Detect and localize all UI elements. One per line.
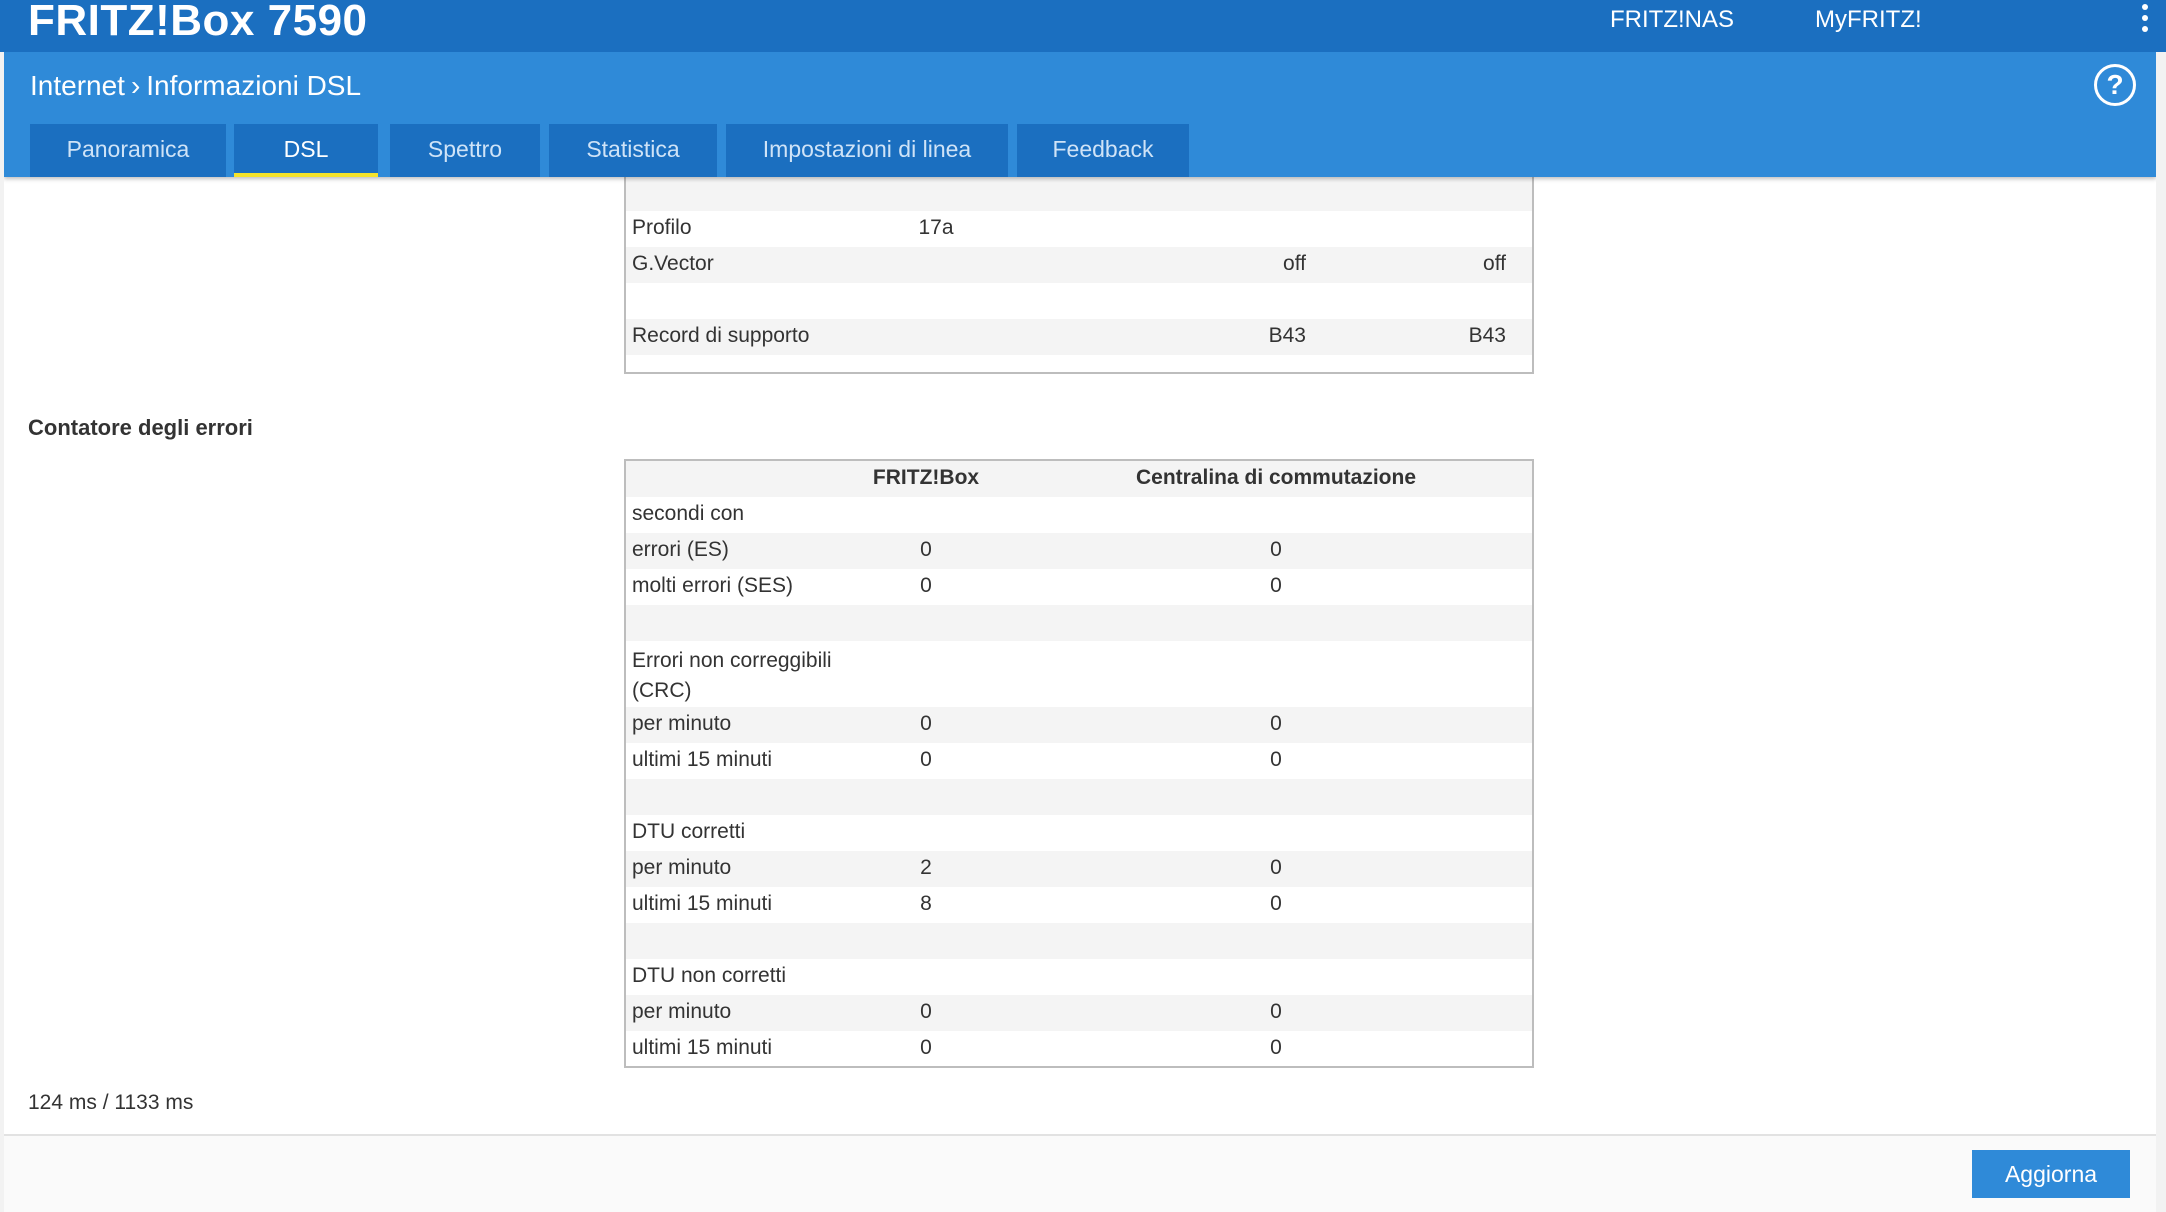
table-row <box>626 923 1532 959</box>
main-page: Internet › Informazioni DSL ? Panoramica D… <box>4 52 2156 1212</box>
table-row: Record di supporto B43 B43 <box>626 319 1532 355</box>
table-header-row: FRITZ!Box Centralina di commutazione <box>626 461 1532 497</box>
page-header: Internet › Informazioni DSL ? Panoramica D… <box>4 52 2156 177</box>
tab-impostazioni-di-linea[interactable]: Impostazioni di linea <box>726 124 1008 177</box>
load-timing: 124 ms / 1133 ms <box>28 1091 194 1114</box>
table-row: ultimi 15 minuti 8 0 <box>632 892 1282 915</box>
table-row <box>626 779 1532 815</box>
error-counter-table: FRITZ!Box Centralina di commutazione sec… <box>624 459 1534 1068</box>
tab-feedback[interactable]: Feedback <box>1017 124 1189 177</box>
breadcrumb-current: Informazioni DSL <box>146 70 362 101</box>
table-row <box>626 605 1532 641</box>
breadcrumb-internet[interactable]: Internet <box>30 70 125 101</box>
tab-dsl[interactable]: DSL <box>234 124 378 177</box>
table-row: ultimi 15 minuti 0 0 <box>632 748 1282 771</box>
table-row: secondi con <box>632 502 745 525</box>
table-row <box>626 283 1532 319</box>
top-bar: FRITZ!Box 7590 FRITZ!NAS MyFRITZ! <box>0 0 2166 52</box>
kebab-icon[interactable] <box>2138 4 2152 38</box>
table-row: G.Vector off off <box>626 247 1532 283</box>
table-row: per minuto 2 0 <box>626 851 1532 887</box>
table-row: ultimi 15 minuti 0 0 <box>632 1036 1282 1059</box>
brand-title: FRITZ!Box 7590 <box>28 0 368 45</box>
content-area: linea Profilo 17a G.Vector off off Recor… <box>4 137 2156 1212</box>
fritznas-link[interactable]: FRITZ!NAS <box>1610 6 1734 33</box>
table-row: molti errori (SES) 0 0 <box>632 574 1282 597</box>
footer-bar: Aggiorna <box>4 1134 2156 1212</box>
table-row <box>626 175 1532 211</box>
help-icon[interactable]: ? <box>2094 64 2136 106</box>
table-row: DTU corretti <box>632 820 746 843</box>
error-counter-title: Contatore degli errori <box>28 415 253 440</box>
table-row: per minuto 0 0 <box>626 995 1532 1031</box>
refresh-button[interactable]: Aggiorna <box>1972 1150 2130 1198</box>
table-row: errori (ES) 0 0 <box>626 533 1532 569</box>
table-row: DTU non corretti <box>632 964 787 987</box>
tab-spettro[interactable]: Spettro <box>390 124 540 177</box>
table-row: Errori non correggibili (CRC) <box>632 649 832 702</box>
breadcrumb: Internet › Informazioni DSL <box>30 70 361 102</box>
table-row: per minuto 0 0 <box>626 707 1532 743</box>
tab-statistica[interactable]: Statistica <box>549 124 717 177</box>
chevron-right-icon: › <box>130 70 141 101</box>
myfritz-link[interactable]: MyFRITZ! <box>1815 6 1922 33</box>
tab-panoramica[interactable]: Panoramica <box>30 124 226 177</box>
table-row: Profilo 17a <box>632 216 954 239</box>
